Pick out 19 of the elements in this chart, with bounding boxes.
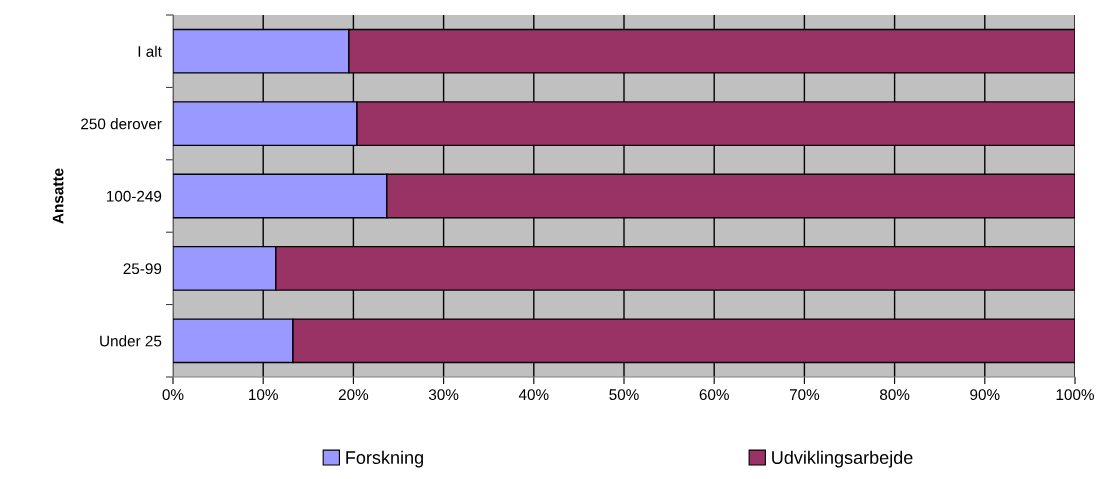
x-tick-label: 30% [428,389,459,401]
x-tick-label: 100% [1056,389,1094,401]
x-tick-label: 90% [970,389,1000,401]
legend-label: Forskning [346,450,423,468]
y-tick-label: Under 25 [100,335,162,347]
x-tick-label: 60% [699,389,729,401]
y-axis-title: Ansatte [52,168,64,224]
legend-label: Udviklingsarbejde [772,450,913,468]
x-tick-label: 10% [249,389,278,401]
y-tick-label: 25-99 [123,263,162,275]
x-tick-label: 40% [518,389,549,401]
y-tick-label: I alt [138,45,162,57]
y-tick-label: 100-249 [106,190,162,202]
x-tick-label: 50% [609,389,639,401]
x-tick-label: 80% [879,389,910,401]
x-tick-label: 0% [162,389,184,401]
y-tick-label: 250 derover [81,118,162,130]
x-tick-label: 70% [789,389,820,401]
x-tick-label: 20% [338,389,369,401]
